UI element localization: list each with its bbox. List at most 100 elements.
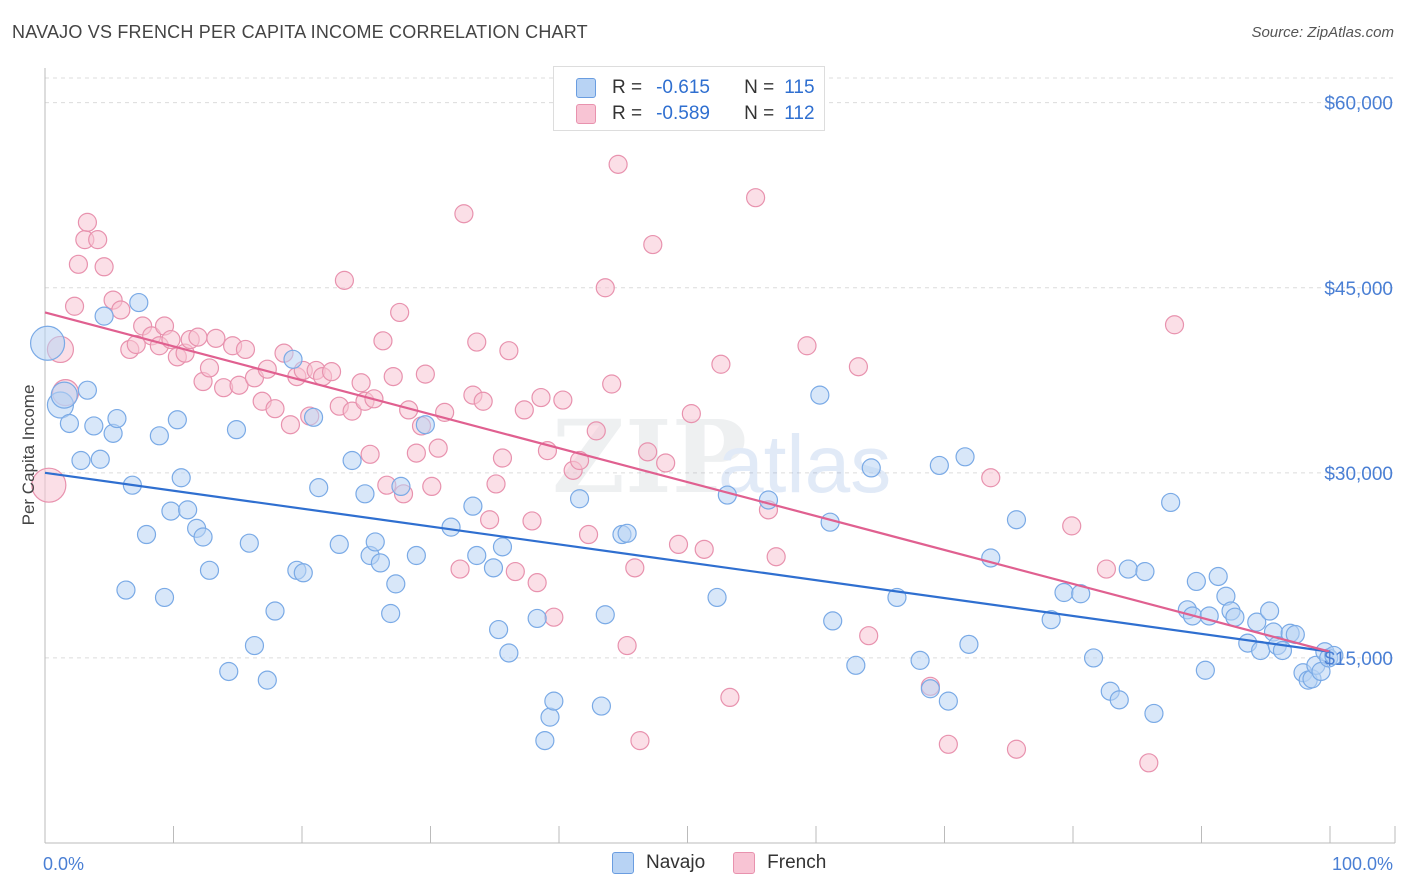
navajo-point bbox=[1041, 610, 1061, 630]
french-point bbox=[746, 188, 766, 208]
navajo-point bbox=[1251, 640, 1271, 661]
french-point bbox=[450, 559, 470, 579]
navajo-point bbox=[154, 587, 175, 608]
navajo-point bbox=[595, 605, 615, 625]
french-point bbox=[617, 635, 637, 656]
navajo-point bbox=[1260, 601, 1280, 621]
navajo-point bbox=[193, 527, 213, 547]
n-label: N = bbox=[744, 77, 775, 98]
french-point bbox=[668, 534, 689, 555]
french-point bbox=[454, 204, 474, 224]
french-point bbox=[514, 400, 534, 420]
navajo-series bbox=[29, 292, 1344, 751]
navajo-point bbox=[381, 603, 401, 624]
french-point bbox=[681, 404, 701, 424]
navajo-point bbox=[569, 489, 590, 509]
navajo-point bbox=[1186, 571, 1206, 592]
navajo-point bbox=[71, 450, 91, 471]
n-label: N = bbox=[744, 103, 775, 124]
navajo-point bbox=[910, 650, 930, 670]
navajo-point bbox=[415, 415, 435, 435]
navajo-point bbox=[167, 410, 187, 430]
french-point bbox=[938, 734, 958, 754]
navajo-point bbox=[492, 537, 513, 557]
french-point bbox=[638, 442, 658, 462]
stats-legend: R = -0.615 N = 115 R = -0.589 N = 112 bbox=[553, 66, 825, 131]
french-point bbox=[64, 296, 85, 316]
navajo-point bbox=[540, 707, 560, 727]
french-point bbox=[31, 467, 67, 503]
series-legend: Navajo French bbox=[612, 852, 854, 874]
navajo-point bbox=[199, 560, 220, 580]
french-point bbox=[656, 453, 676, 473]
french-trend-line bbox=[44, 311, 1331, 653]
x-tick-label: 0.0% bbox=[43, 854, 84, 874]
french-point bbox=[229, 375, 249, 395]
french-point bbox=[643, 234, 663, 255]
navajo-swatch bbox=[612, 852, 634, 874]
y-tick-label: $15,000 bbox=[1324, 649, 1393, 670]
navajo-point bbox=[257, 670, 277, 690]
navajo-point bbox=[1195, 660, 1215, 680]
navajo-point bbox=[178, 500, 198, 520]
navajo-point bbox=[1247, 612, 1267, 632]
french-point bbox=[321, 362, 342, 382]
navajo-point bbox=[171, 468, 191, 488]
navajo-point bbox=[929, 455, 949, 476]
french-point bbox=[859, 626, 879, 646]
navajo-point bbox=[938, 691, 958, 711]
french-point bbox=[553, 390, 573, 410]
navajo-point bbox=[1144, 703, 1164, 724]
french-point bbox=[499, 341, 519, 361]
french-point bbox=[235, 339, 256, 360]
navajo-point bbox=[309, 478, 329, 498]
navajo-point bbox=[355, 484, 375, 504]
navajo-swatch bbox=[576, 78, 596, 98]
y-tick-label: $60,000 bbox=[1324, 94, 1393, 115]
french-swatch bbox=[733, 852, 756, 874]
navajo-point bbox=[265, 601, 285, 621]
french-point bbox=[522, 511, 542, 531]
legend-label-french: French bbox=[767, 852, 827, 873]
navajo-point bbox=[406, 545, 426, 566]
y-tick-label: $45,000 bbox=[1324, 279, 1393, 300]
french-point bbox=[390, 302, 410, 323]
french-point bbox=[360, 444, 380, 464]
french-point bbox=[480, 510, 500, 530]
french-point bbox=[206, 328, 226, 348]
navajo-point bbox=[244, 635, 265, 656]
navajo-point bbox=[226, 420, 247, 440]
french-point bbox=[88, 230, 108, 250]
legend-row-navajo: R = -0.615 N = 115 bbox=[576, 75, 815, 101]
r-value: -0.615 bbox=[656, 77, 710, 98]
navajo-point bbox=[1109, 690, 1129, 710]
french-point bbox=[486, 474, 506, 494]
navajo-point bbox=[90, 449, 110, 469]
french-point bbox=[527, 573, 547, 593]
navajo-point bbox=[303, 407, 324, 427]
french-point bbox=[848, 357, 869, 377]
legend-item-french[interactable]: French bbox=[733, 852, 826, 874]
r-label: R = bbox=[612, 77, 643, 98]
navajo-point bbox=[59, 413, 80, 434]
navajo-point bbox=[107, 408, 127, 429]
navajo-point bbox=[283, 349, 303, 369]
navajo-point bbox=[1083, 648, 1104, 668]
french-swatch bbox=[576, 104, 596, 124]
navajo-point bbox=[861, 458, 881, 478]
axes bbox=[44, 68, 1396, 844]
french-point bbox=[467, 332, 487, 352]
navajo-point bbox=[77, 380, 98, 400]
french-point bbox=[422, 476, 442, 497]
navajo-point bbox=[136, 524, 157, 545]
french-point bbox=[505, 561, 525, 582]
y-tick-label: $30,000 bbox=[1324, 464, 1393, 485]
navajo-point bbox=[219, 661, 239, 682]
legend-item-navajo[interactable]: Navajo bbox=[612, 852, 705, 874]
french-point bbox=[280, 415, 301, 435]
french-point bbox=[94, 257, 114, 277]
navajo-point bbox=[959, 634, 979, 654]
navajo-point bbox=[920, 679, 940, 699]
navajo-point bbox=[391, 476, 411, 497]
